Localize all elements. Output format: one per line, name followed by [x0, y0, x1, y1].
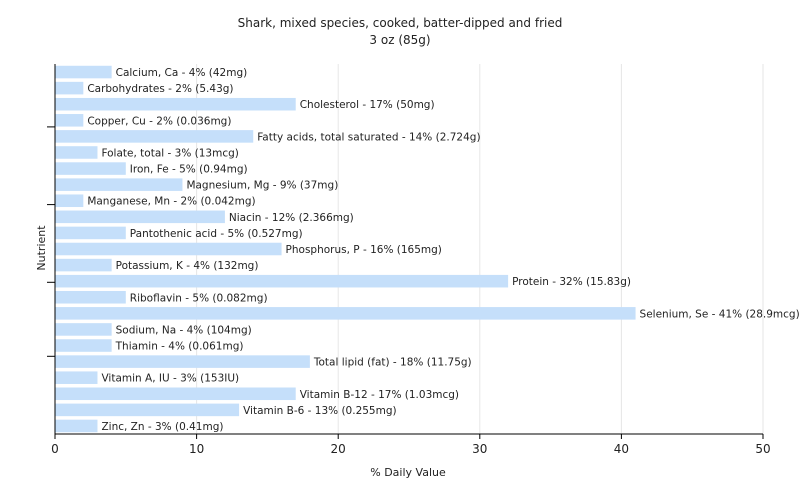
bar	[55, 194, 84, 208]
bar	[55, 290, 126, 304]
bar	[55, 146, 98, 159]
bar	[55, 419, 98, 433]
grid-lines	[196, 64, 764, 434]
y-axis-label: Nutrient	[35, 225, 48, 271]
bar-label: Calcium, Ca - 4% (42mg)	[116, 67, 248, 79]
bar	[55, 178, 183, 191]
bar	[55, 81, 84, 95]
bar-label: Niacin - 12% (2.366mg)	[229, 212, 354, 224]
bar-label: Total lipid (fat) - 18% (11.75g)	[313, 357, 472, 369]
bar	[55, 97, 296, 111]
bar-label: Thiamin - 4% (0.061mg)	[115, 341, 244, 353]
bar-label: Zinc, Zn - 3% (0.41mg)	[101, 421, 223, 433]
bar	[55, 339, 112, 352]
bar	[55, 307, 636, 320]
bar-label: Iron, Fe - 5% (0.94mg)	[130, 164, 248, 176]
chart-title: Shark, mixed species, cooked, batter-dip…	[238, 16, 563, 30]
bar-label: Riboflavin - 5% (0.082mg)	[130, 292, 268, 304]
bar-label: Magnesium, Mg - 9% (37mg)	[186, 180, 338, 192]
bar	[55, 274, 509, 288]
bar-label: Potassium, K - 4% (132mg)	[116, 260, 259, 272]
bars	[55, 65, 636, 433]
bar-label: Copper, Cu - 2% (0.036mg)	[87, 115, 231, 127]
bar-label: Protein - 32% (15.83g)	[512, 276, 631, 288]
bar-label: Selenium, Se - 41% (28.9mcg)	[640, 308, 800, 320]
bar	[55, 242, 282, 256]
x-tick-label: 10	[189, 442, 204, 456]
axes: 0 10 20 30 40 50	[47, 64, 771, 456]
bar-label: Pantothenic acid - 5% (0.527mg)	[130, 228, 303, 240]
x-tick-label: 40	[614, 442, 629, 456]
bar	[55, 258, 112, 272]
x-tick-label: 0	[51, 442, 59, 456]
bar	[55, 65, 112, 79]
chart-subtitle: 3 oz (85g)	[369, 33, 430, 47]
bar-label: Vitamin A, IU - 3% (153IU)	[101, 373, 239, 385]
bar-label: Folate, total - 3% (13mcg)	[101, 147, 238, 159]
bar-label: Vitamin B-6 - 13% (0.255mg)	[243, 405, 397, 417]
bar-label: Phosphorus, P - 16% (165mg)	[286, 244, 442, 256]
bar	[55, 130, 254, 143]
x-axis-label: % Daily Value	[370, 466, 446, 479]
bar	[55, 210, 225, 224]
bar-label: Vitamin B-12 - 17% (1.03mcg)	[300, 389, 459, 401]
bar	[55, 226, 126, 240]
x-tick-label: 20	[331, 442, 346, 456]
bar	[55, 114, 84, 127]
bar	[55, 371, 98, 384]
bar	[55, 403, 240, 417]
bar	[55, 355, 310, 368]
bar-label: Carbohydrates - 2% (5.43g)	[87, 83, 233, 95]
bar-labels: Calcium, Ca - 4% (42mg) Carbohydrates - 2…	[87, 67, 799, 433]
bar-label: Fatty acids, total saturated - 14% (2.72…	[257, 131, 480, 143]
bar	[55, 323, 112, 336]
bar	[55, 162, 126, 175]
bar-label: Cholesterol - 17% (50mg)	[300, 99, 435, 111]
bar-label: Manganese, Mn - 2% (0.042mg)	[87, 196, 255, 208]
x-tick-label: 30	[472, 442, 487, 456]
bar-label: Sodium, Na - 4% (104mg)	[116, 324, 252, 336]
bar	[55, 387, 296, 401]
x-tick-label: 50	[755, 442, 770, 456]
